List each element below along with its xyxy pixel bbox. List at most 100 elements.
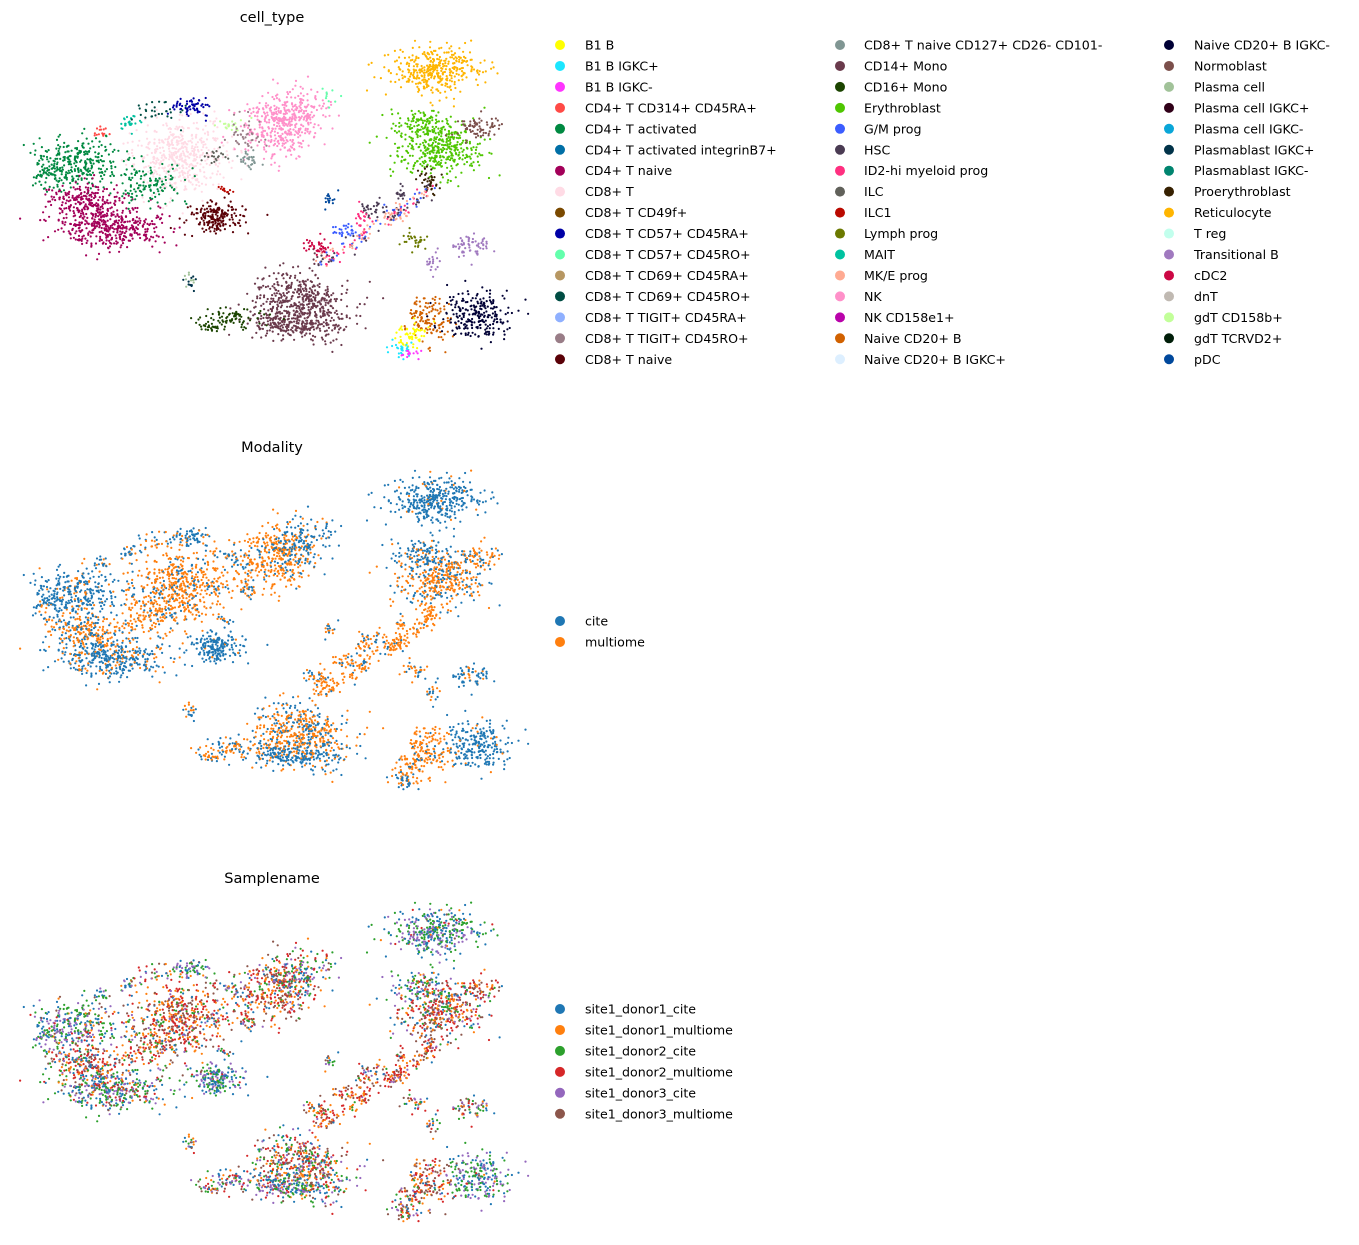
- data-point: [146, 230, 149, 233]
- data-point: [431, 66, 435, 70]
- data-point: [146, 153, 149, 157]
- data-point: [457, 137, 460, 140]
- data-point: [479, 247, 482, 250]
- data-point: [340, 312, 343, 316]
- data-point: [345, 224, 348, 227]
- data-point: [297, 322, 300, 325]
- data-point: [228, 224, 232, 227]
- data-point: [492, 301, 495, 305]
- data-point: [306, 105, 309, 108]
- data-point: [325, 333, 328, 336]
- data-point: [291, 305, 294, 308]
- data-point: [63, 207, 66, 210]
- data-point: [332, 231, 335, 235]
- data-point: [67, 230, 70, 233]
- data-point: [287, 129, 290, 132]
- data-point: [179, 129, 183, 132]
- data-point: [127, 192, 131, 195]
- data-point: [125, 168, 128, 171]
- data-point: [246, 103, 249, 106]
- data-point: [315, 316, 318, 319]
- data-point: [231, 231, 235, 234]
- data-point: [339, 326, 342, 329]
- data-point: [115, 227, 118, 230]
- data-point: [144, 218, 147, 221]
- data-point: [249, 310, 252, 313]
- data-point: [429, 101, 432, 104]
- data-point: [421, 127, 425, 130]
- data-point: [310, 326, 314, 329]
- data-point: [223, 228, 226, 231]
- data-point: [439, 181, 442, 184]
- data-point: [218, 162, 221, 165]
- data-point: [102, 195, 105, 198]
- data-point: [417, 123, 420, 127]
- data-point: [229, 307, 232, 310]
- data-point: [412, 119, 415, 122]
- data-point: [253, 114, 257, 117]
- data-point: [135, 129, 138, 132]
- data-point: [84, 161, 87, 164]
- data-point: [409, 235, 412, 238]
- data-point: [446, 181, 449, 184]
- data-point: [402, 353, 405, 356]
- data-point: [230, 213, 233, 217]
- data-point: [413, 77, 416, 80]
- data-point: [287, 332, 290, 335]
- data-point: [248, 319, 252, 322]
- data-point: [90, 164, 93, 167]
- data-point: [70, 166, 73, 169]
- data-point: [216, 165, 220, 168]
- data-point: [210, 221, 214, 224]
- data-point: [305, 294, 308, 297]
- data-point: [217, 206, 221, 209]
- data-point: [340, 94, 343, 98]
- data-point: [258, 322, 261, 325]
- data-point: [131, 196, 134, 199]
- data-point: [68, 190, 71, 193]
- data-point: [173, 227, 176, 230]
- data-point: [124, 226, 127, 229]
- data-point: [100, 144, 103, 147]
- data-point: [420, 118, 423, 121]
- data-point: [73, 169, 77, 172]
- data-point: [431, 255, 434, 259]
- data-point: [477, 335, 480, 338]
- data-point: [324, 301, 327, 304]
- data-point: [440, 159, 443, 162]
- data-point: [81, 132, 84, 135]
- data-point: [76, 167, 79, 170]
- data-point: [288, 320, 291, 324]
- data-point: [128, 220, 131, 223]
- data-point: [465, 155, 468, 158]
- data-point: [449, 179, 452, 183]
- data-point: [76, 195, 79, 198]
- data-point: [477, 73, 481, 76]
- data-point: [139, 177, 142, 180]
- data-point: [494, 117, 497, 120]
- data-point: [113, 188, 116, 191]
- data-point: [406, 125, 409, 128]
- data-point: [284, 109, 287, 112]
- data-point: [69, 186, 72, 189]
- data-point: [430, 50, 433, 53]
- data-point: [408, 154, 412, 157]
- data-point: [222, 122, 226, 125]
- data-point: [196, 110, 200, 113]
- data-point: [62, 230, 65, 233]
- data-point: [147, 164, 150, 168]
- data-point: [441, 176, 444, 179]
- data-point: [367, 208, 370, 211]
- data-point: [274, 316, 277, 319]
- data-point: [68, 206, 71, 209]
- data-point: [410, 237, 414, 240]
- data-point: [304, 312, 307, 315]
- data-point: [195, 121, 198, 124]
- data-point: [468, 155, 471, 158]
- data-point: [161, 146, 164, 149]
- data-point: [313, 123, 316, 126]
- data-point: [411, 113, 414, 116]
- data-point: [187, 127, 190, 130]
- data-point: [110, 165, 113, 168]
- data-point: [170, 139, 173, 143]
